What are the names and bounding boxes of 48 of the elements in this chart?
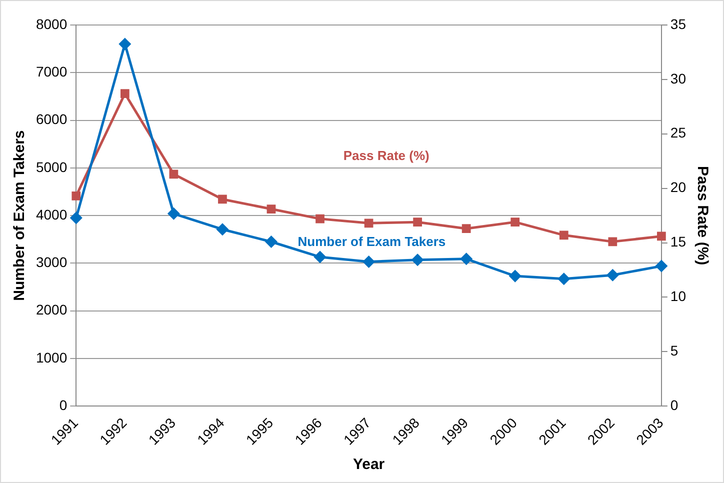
series-label: Number of Exam Takers — [298, 234, 446, 249]
point — [656, 260, 668, 272]
y-tick-label: 0 — [59, 396, 68, 413]
point — [72, 192, 81, 200]
y-tick-label: 8000 — [36, 16, 68, 32]
point — [559, 230, 568, 240]
y2-tick-label: 15 — [670, 234, 686, 250]
point — [266, 204, 276, 214]
y-tick-label: 6000 — [36, 111, 68, 128]
point — [70, 212, 82, 224]
point — [509, 270, 521, 282]
point — [168, 208, 180, 220]
y2-tick-label: 20 — [670, 179, 686, 196]
y-tick-label: 1000 — [36, 349, 68, 366]
text: Pass Rate (%) — [343, 148, 430, 164]
point — [510, 218, 520, 227]
point — [606, 269, 618, 281]
point — [608, 237, 618, 246]
y2-tick-label: 25 — [670, 124, 686, 141]
point — [363, 256, 375, 268]
point — [316, 214, 324, 224]
y-tick-label: 2000 — [36, 302, 68, 318]
y-axis-title: Number of Exam Takers — [11, 130, 28, 301]
point — [119, 38, 131, 50]
x-axis-title: Year — [352, 456, 385, 474]
point — [460, 253, 472, 265]
point — [120, 89, 130, 98]
y-tick-label: 5000 — [36, 158, 68, 175]
point — [462, 224, 471, 234]
y2-tick-label: 35 — [670, 16, 686, 32]
y-tick-label: 4000 — [36, 206, 68, 222]
point — [558, 273, 570, 285]
y-tick-label: 3000 — [36, 254, 68, 270]
point — [265, 236, 277, 248]
y2-tick-label: 5 — [670, 342, 678, 359]
y2-tick-label: 10 — [670, 288, 686, 304]
point — [169, 170, 178, 179]
point — [656, 232, 666, 241]
y2-tick-label: 30 — [670, 70, 686, 86]
y-tick-label: 7000 — [36, 63, 68, 80]
point — [314, 251, 326, 263]
y2-axis-title: Pass Rate (%) — [694, 166, 711, 266]
point — [364, 218, 374, 228]
y2-tick-label: 0 — [670, 396, 678, 413]
point — [218, 194, 227, 204]
point — [412, 254, 424, 266]
point — [413, 218, 422, 227]
point — [216, 224, 228, 236]
